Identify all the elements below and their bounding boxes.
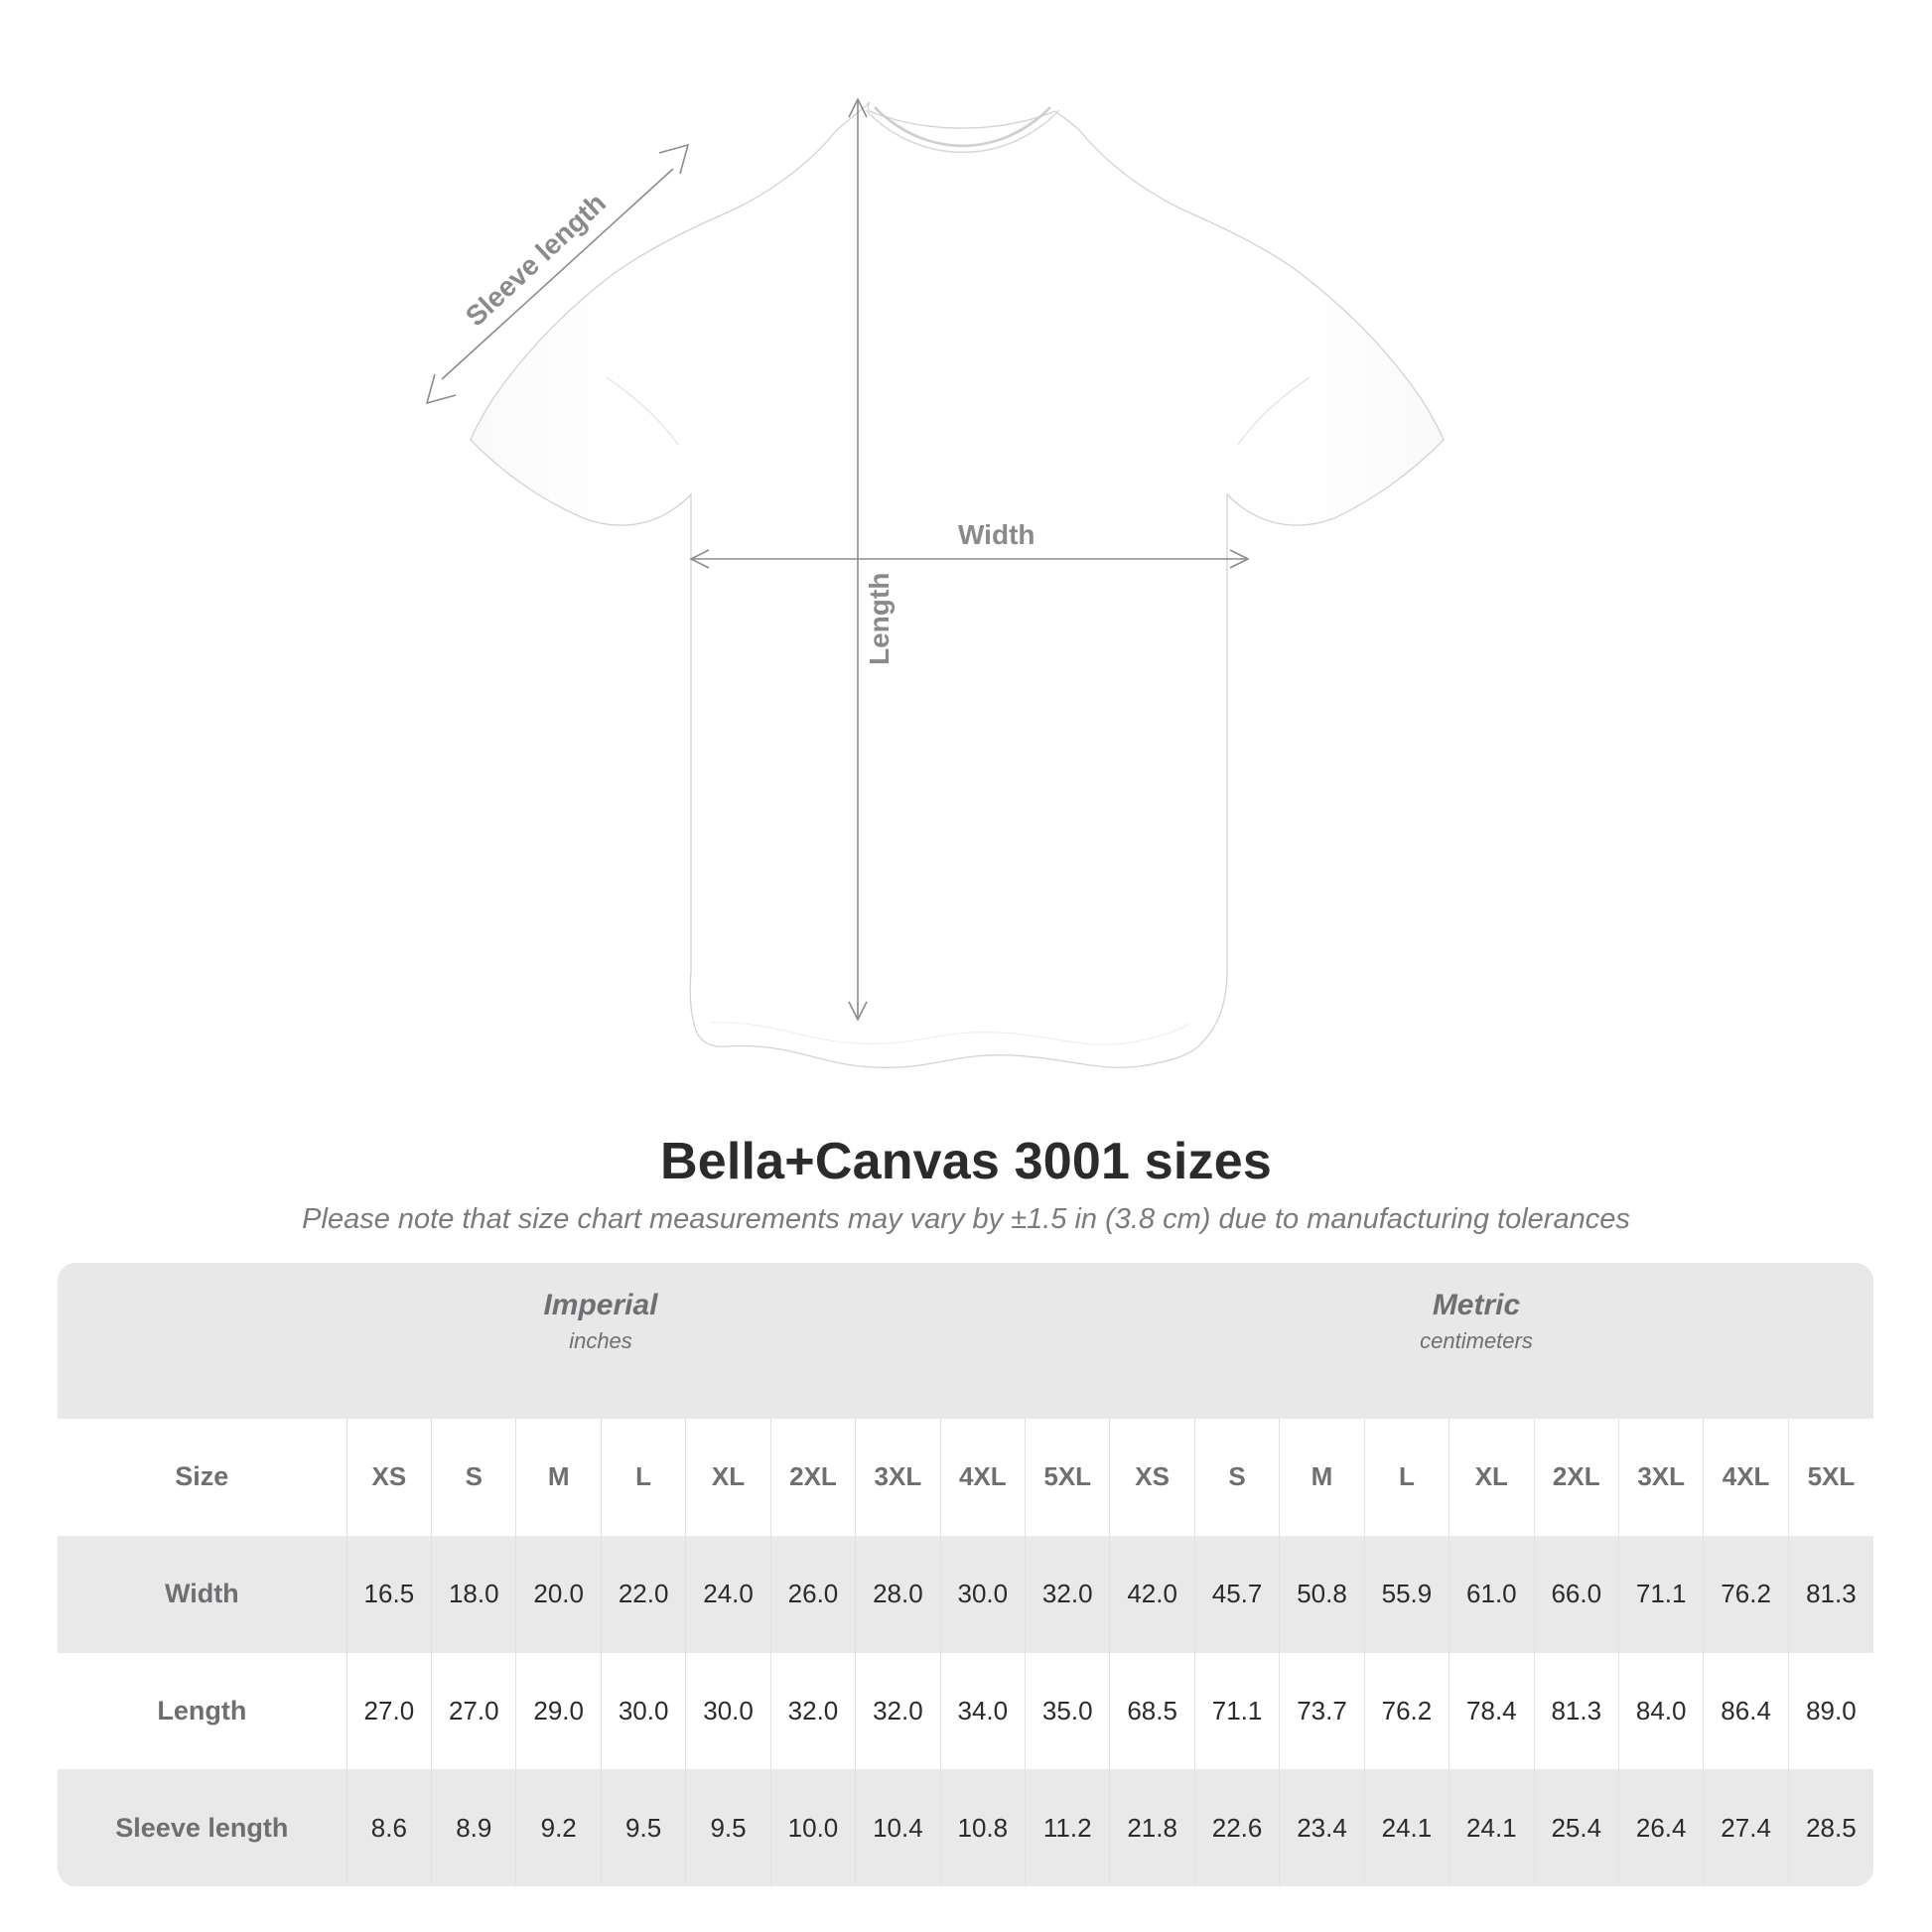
- svg-text:Width: Width: [958, 519, 1035, 550]
- svg-text:Length: Length: [864, 573, 895, 665]
